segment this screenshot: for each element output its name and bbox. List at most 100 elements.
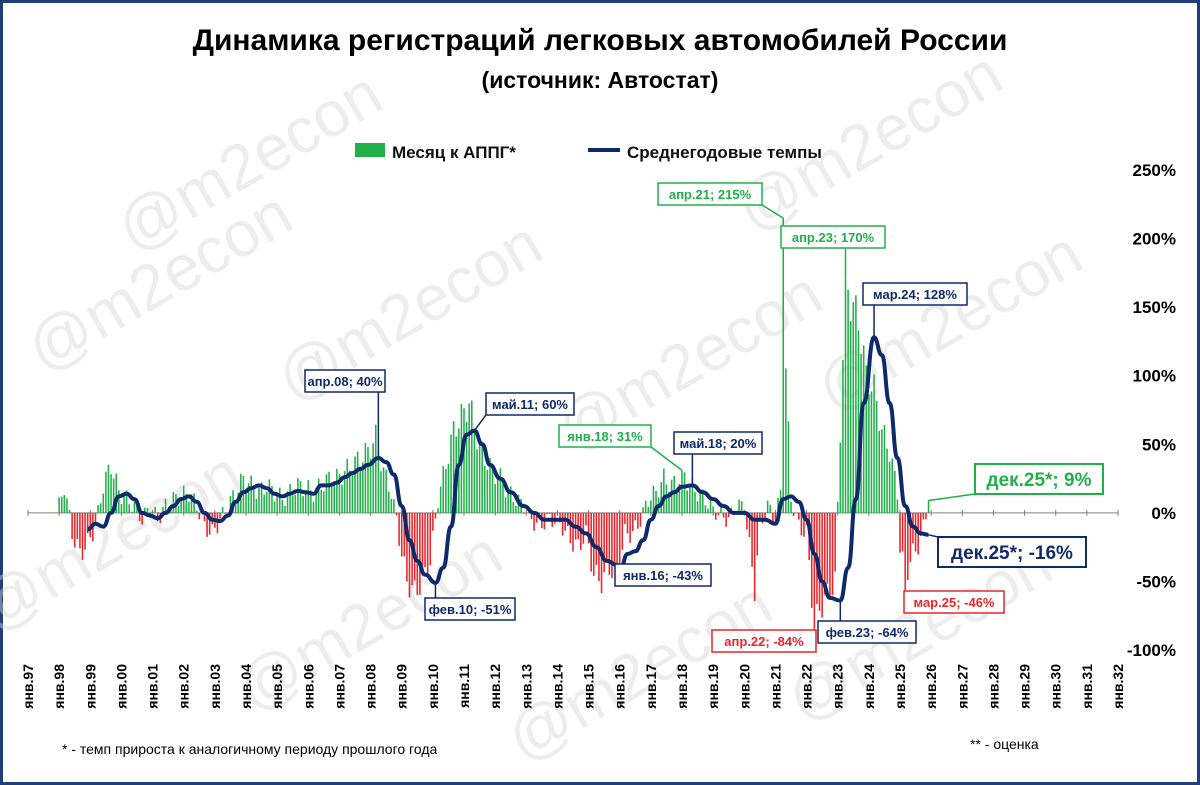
x-tick-label: янв.20 [736, 664, 752, 709]
x-tick-label: янв.00 [113, 664, 129, 709]
bar [481, 441, 483, 513]
bar [766, 500, 769, 513]
bar [172, 491, 175, 513]
bar [268, 479, 271, 513]
legend-bar-swatch [355, 143, 385, 157]
bar [904, 512, 906, 576]
annotation-callout: фев.23; -64% [817, 600, 917, 644]
bar [507, 489, 509, 513]
bar [250, 475, 252, 513]
bar [842, 359, 844, 513]
bar [354, 456, 356, 513]
bar [691, 478, 694, 513]
bar [829, 512, 831, 599]
bar [380, 471, 382, 513]
bar [180, 498, 182, 513]
bar [790, 501, 792, 513]
bar [587, 512, 590, 544]
series-line [87, 335, 929, 603]
bar [118, 490, 120, 513]
bar [437, 508, 439, 513]
bar [844, 279, 847, 513]
bar [647, 506, 650, 513]
bar [559, 512, 561, 523]
bar [234, 499, 237, 513]
x-tick-label: янв.16 [612, 664, 628, 709]
annotation-callout: янв.18; 31% [558, 424, 683, 471]
bar [185, 493, 188, 513]
bar [650, 500, 652, 513]
bar [131, 511, 133, 513]
bar [522, 512, 525, 514]
annotation-box [974, 463, 1104, 495]
bar [694, 492, 696, 513]
bar [81, 512, 84, 560]
bar [746, 512, 748, 530]
bar [831, 512, 834, 595]
bar [390, 498, 393, 513]
bar [177, 505, 180, 513]
bar [195, 510, 198, 513]
bar [110, 474, 112, 513]
x-tick-label: янв.12 [487, 664, 503, 709]
bar [304, 491, 307, 513]
bar [665, 484, 668, 513]
bar [336, 468, 338, 513]
bar [764, 512, 766, 520]
bar [907, 512, 909, 581]
bar [317, 478, 320, 513]
bar [426, 512, 429, 578]
x-tick-label: янв.07 [331, 664, 347, 709]
bar [315, 488, 317, 513]
x-tick-label: янв.23 [830, 664, 846, 709]
bar [782, 218, 784, 513]
bar [914, 512, 917, 552]
bar [629, 512, 631, 543]
annotation-label: янв.18; 31% [567, 429, 643, 444]
bar [299, 481, 302, 513]
bar [886, 448, 888, 513]
x-tick-label: янв.28 [985, 664, 1001, 709]
bar [393, 499, 395, 513]
bar [699, 490, 701, 513]
bar [432, 512, 434, 531]
bar [141, 512, 143, 525]
annotation-box [780, 225, 886, 249]
annotation-label: дек.25*; -16% [951, 543, 1073, 564]
chart-title: Динамика регистраций легковых автомобиле… [193, 24, 1008, 57]
bar [704, 505, 707, 513]
bar [79, 512, 81, 549]
bar [873, 374, 875, 513]
annotation-label: дек.25*; 9% [986, 470, 1091, 491]
bar [128, 504, 130, 513]
x-tick-label: янв.18 [674, 664, 690, 709]
bar [356, 451, 359, 513]
bar [203, 512, 206, 522]
annotation-callout: мар.25; -46% [903, 575, 1005, 614]
bar [857, 330, 860, 513]
bar [63, 495, 66, 513]
bar [626, 512, 629, 534]
bar [323, 491, 325, 513]
bar [219, 512, 221, 519]
x-tick-label: янв.27 [954, 664, 970, 709]
annotation-callout: май.11; 60% [473, 392, 575, 432]
bar [572, 512, 574, 552]
watermark: @m2econ [0, 437, 254, 646]
bar [849, 321, 852, 513]
x-tick-label: янв.06 [300, 664, 316, 709]
bar [450, 434, 452, 513]
bar [818, 512, 821, 611]
bar [712, 506, 714, 513]
annotation-callout: апр.08; 40% [304, 369, 386, 458]
x-tick-label: янв.03 [207, 664, 223, 709]
bar [346, 458, 348, 513]
bar [738, 499, 740, 513]
bar [813, 512, 816, 629]
annotation-label: май.11; 60% [492, 397, 568, 412]
bar [624, 512, 626, 525]
footnote-left: * - темп прироста к аналогичному периоду… [62, 741, 437, 757]
bar [701, 489, 704, 513]
bar [71, 512, 73, 539]
bar [338, 474, 341, 513]
